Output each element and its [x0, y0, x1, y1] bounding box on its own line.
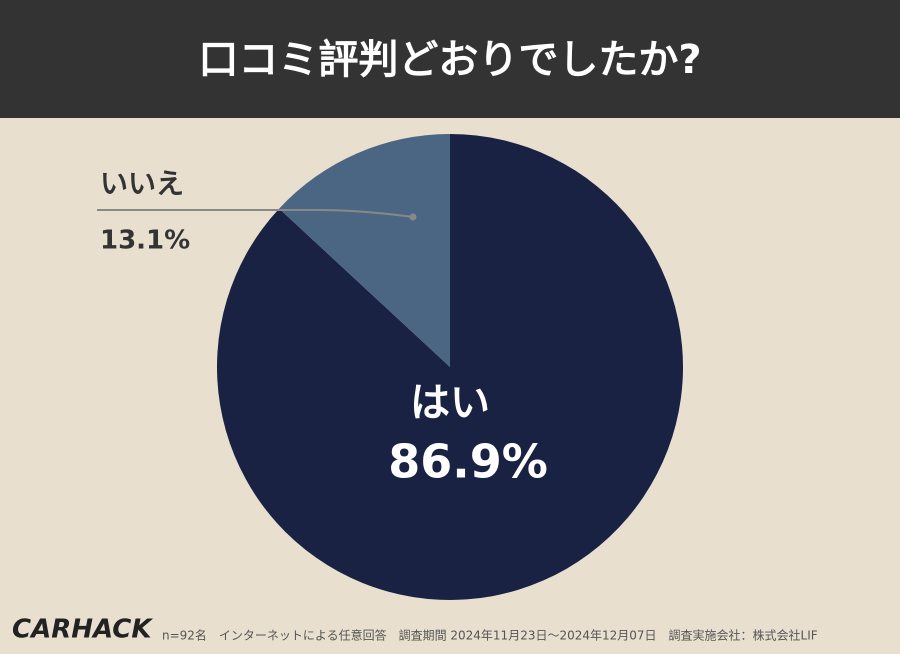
header-band — [0, 0, 900, 118]
leader-dot — [409, 213, 417, 221]
slice-label: はい — [410, 380, 490, 426]
pie-slice — [279, 134, 450, 367]
slice-label: いいえ — [100, 167, 184, 200]
pie — [216, 134, 684, 600]
logo: CARHACK — [12, 615, 153, 645]
leader-line — [97, 209, 414, 218]
footer-note: n=92名 インターネットによる任意回答 調査期間 2024年11月23日〜20… — [162, 628, 818, 643]
slice-value-label: 13.1% — [100, 226, 190, 256]
slice-value-label: 86.9% — [388, 435, 548, 489]
chart-title: 口コミ評判どおりでしたか? — [198, 37, 701, 83]
